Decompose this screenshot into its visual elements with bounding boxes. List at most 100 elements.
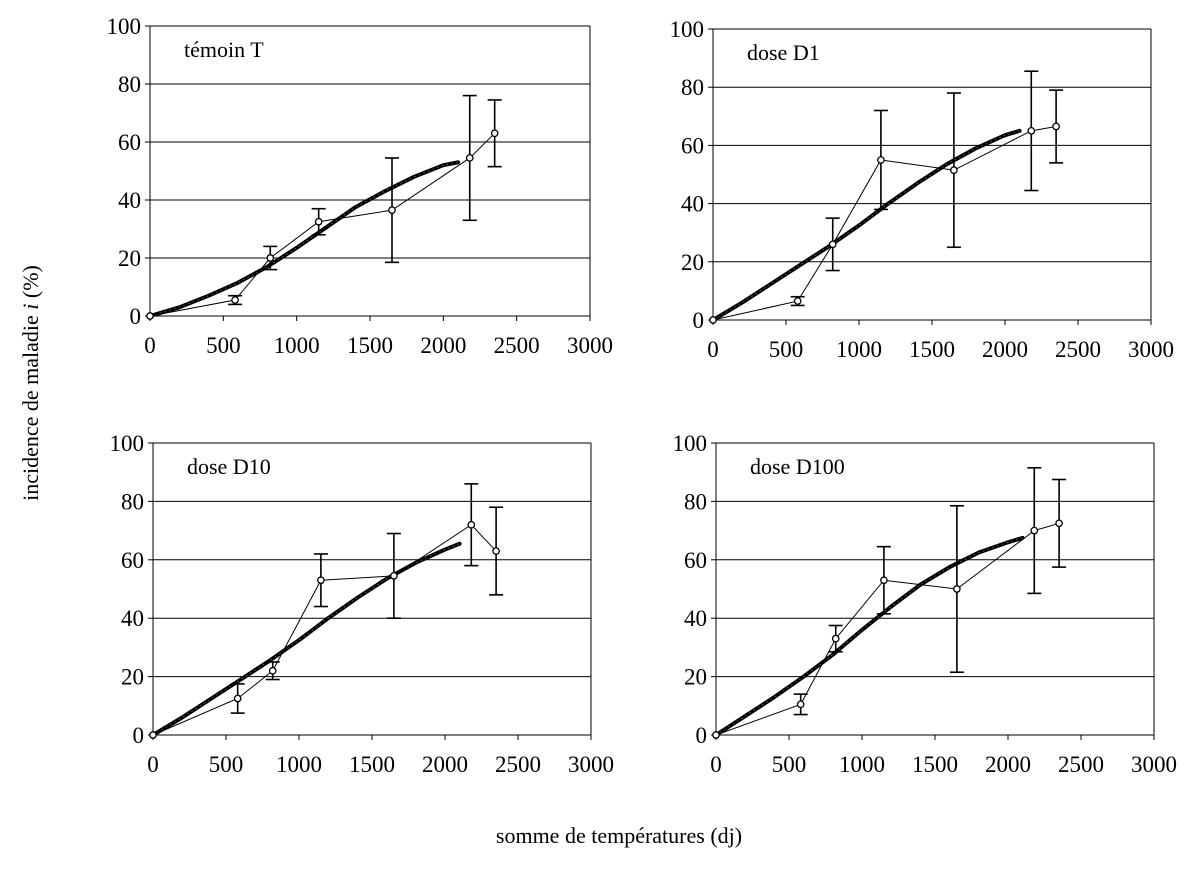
x-tick-label: 1500 xyxy=(349,752,395,777)
observed-point xyxy=(492,547,500,555)
observed-point xyxy=(1052,122,1060,131)
observed-point xyxy=(709,316,717,324)
observed-point xyxy=(712,731,720,739)
observed-point xyxy=(793,297,802,305)
model-curve-dots xyxy=(149,161,459,317)
x-tick-label: 0 xyxy=(147,752,159,777)
y-tick-label: 20 xyxy=(118,246,141,271)
observed-point xyxy=(877,156,885,164)
y-tick-label: 100 xyxy=(670,17,705,42)
y-tick-label: 0 xyxy=(693,308,705,333)
x-tick-label: 3000 xyxy=(1128,337,1174,362)
observed-point xyxy=(266,254,275,262)
observed-line xyxy=(712,125,1057,321)
x-tick-label: 500 xyxy=(772,752,807,777)
y-tick-label: 40 xyxy=(681,192,704,217)
x-tick-label: 2000 xyxy=(985,752,1031,777)
y-tick-label: 20 xyxy=(684,665,707,690)
x-tick-label: 3000 xyxy=(567,333,613,358)
x-tick-label: 3000 xyxy=(568,752,614,777)
x-tick-label: 2500 xyxy=(495,752,541,777)
x-tick-label: 500 xyxy=(209,752,244,777)
observed-point xyxy=(880,576,888,585)
model-curve xyxy=(151,541,462,737)
observed-line xyxy=(149,132,496,317)
y-tick-label: 0 xyxy=(130,304,142,329)
observed-point xyxy=(317,576,325,585)
observed-point xyxy=(828,240,837,249)
panel-title: dose D100 xyxy=(750,454,845,479)
y-tick-label: 20 xyxy=(681,250,704,275)
x-tick-label: 1000 xyxy=(274,333,320,358)
model-curve xyxy=(714,535,1025,737)
observed-point xyxy=(146,312,154,320)
x-tick-label: 1000 xyxy=(836,337,882,362)
panel-title: témoin T xyxy=(184,37,264,62)
y-tick-label: 40 xyxy=(121,606,144,631)
y-tick-label: 80 xyxy=(121,489,144,514)
shared-y-axis-title: incidence de maladie i (%) xyxy=(18,265,43,501)
shared-x-axis-title: somme de températures (dj) xyxy=(496,823,742,848)
x-tick-label: 1000 xyxy=(276,752,322,777)
observed-point xyxy=(831,634,840,643)
x-tick-label: 0 xyxy=(710,752,722,777)
observed-point xyxy=(268,666,277,675)
observed-point xyxy=(950,166,958,174)
observed-point xyxy=(233,694,242,703)
observed-point xyxy=(1055,519,1063,528)
x-tick-label: 3000 xyxy=(1131,752,1177,777)
observed-point xyxy=(149,731,157,739)
observed-point xyxy=(1027,127,1036,135)
y-tick-label: 60 xyxy=(684,548,707,573)
x-tick-label: 2000 xyxy=(982,337,1028,362)
model-curve xyxy=(148,160,460,318)
y-tick-label: 20 xyxy=(121,665,144,690)
x-tick-label: 2000 xyxy=(422,752,468,777)
x-tick-label: 2000 xyxy=(420,333,466,358)
model-curve-dots xyxy=(715,537,1023,736)
observed-point xyxy=(1030,526,1039,535)
observed-point xyxy=(388,206,396,214)
panel-title: dose D1 xyxy=(747,40,820,65)
observed-point xyxy=(953,585,961,593)
x-tick-label: 500 xyxy=(769,337,804,362)
y-tick-label: 60 xyxy=(121,548,144,573)
x-tick-label: 0 xyxy=(707,337,719,362)
observed-point xyxy=(490,129,499,138)
observed-point xyxy=(231,296,239,304)
x-tick-label: 1500 xyxy=(912,752,958,777)
y-tick-label: 80 xyxy=(681,75,704,100)
x-tick-label: 1500 xyxy=(347,333,393,358)
y-tick-label: 60 xyxy=(681,133,704,158)
panel-title: dose D10 xyxy=(187,454,271,479)
y-tick-label: 0 xyxy=(696,723,708,748)
observed-point xyxy=(796,700,805,709)
x-tick-label: 2500 xyxy=(494,333,540,358)
x-tick-label: 1500 xyxy=(909,337,955,362)
x-tick-label: 500 xyxy=(206,333,241,358)
observed-point xyxy=(465,154,474,162)
y-tick-label: 100 xyxy=(107,14,142,39)
observed-point xyxy=(390,572,398,580)
x-tick-label: 0 xyxy=(144,333,156,358)
observed-point xyxy=(314,217,323,226)
y-tick-label: 60 xyxy=(118,130,141,155)
observed-point xyxy=(467,520,476,529)
y-tick-label: 40 xyxy=(684,606,707,631)
y-tick-label: 40 xyxy=(118,188,141,213)
y-tick-label: 100 xyxy=(110,431,145,456)
y-tick-label: 100 xyxy=(673,431,708,456)
y-tick-label: 0 xyxy=(133,723,145,748)
y-tick-label: 80 xyxy=(118,72,141,97)
x-tick-label: 2500 xyxy=(1055,337,1101,362)
model-curve xyxy=(711,128,1022,322)
x-tick-label: 2500 xyxy=(1058,752,1104,777)
x-tick-label: 1000 xyxy=(839,752,885,777)
y-tick-label: 80 xyxy=(684,489,707,514)
